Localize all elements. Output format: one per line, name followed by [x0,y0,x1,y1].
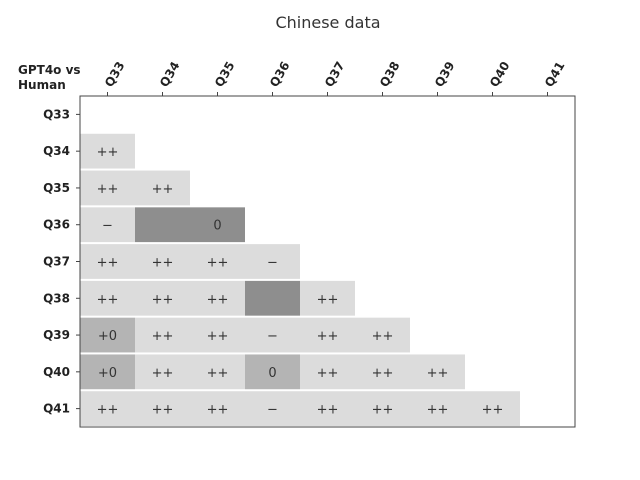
cell-label: ++ [152,182,174,197]
cell-label: ++ [317,329,339,344]
heatmap-cell [80,354,135,390]
heatmap-cell [80,133,135,169]
y-tick-label: Q38 [43,291,70,305]
heatmap-cell [300,280,355,316]
x-tick-label: Q35 [212,59,238,89]
chart-title: Chinese data [275,13,380,32]
x-tick-label: Q40 [487,59,513,89]
heatmap-cell [190,317,245,353]
heatmap-cell [80,170,135,206]
cell-label: ++ [207,329,229,344]
x-tick-label: Q41 [542,59,568,89]
cell-label: ++ [372,403,394,418]
x-tick-label: Q37 [322,59,348,89]
cell-label: ++ [427,403,449,418]
heatmap-cell [135,354,190,390]
cell-label: ++ [97,145,119,160]
heatmap-cell [245,354,300,390]
cell-label: ++ [97,292,119,307]
cell-label: ++ [97,256,119,271]
x-tick-label: Q39 [432,59,458,89]
heatmap-cell [135,280,190,316]
cell-label: ++ [207,292,229,307]
heatmap-cell [410,354,465,390]
cell-label: ++ [372,366,394,381]
heatmap-cell [300,354,355,390]
heatmap-cell [300,317,355,353]
cell-label: ++ [152,366,174,381]
cell-label: +0 [98,366,117,381]
heatmap-cell [190,207,245,243]
heatmap-cell [80,391,135,426]
x-tick-label: Q33 [102,59,128,89]
heatmap-cell [355,391,410,426]
cell-label: ++ [152,292,174,307]
cell-label: 0 [213,219,221,234]
heatmap-cell [465,391,520,426]
heatmap-cell [355,317,410,353]
heatmap-cell [355,354,410,390]
cell-label: 0 [268,366,276,381]
cell-label: − [267,329,278,344]
heatmap-cell [135,391,190,426]
heatmap-cell [135,170,190,206]
cell-label: ++ [97,182,119,197]
cell-label: ++ [317,403,339,418]
x-tick-label: Q38 [377,59,403,89]
cell-label: ++ [152,403,174,418]
heatmap-cell [245,280,300,316]
corner-label-line-2: Human [18,78,66,92]
cell-label: − [267,256,278,271]
heatmap-cell [80,244,135,279]
heatmap-cell [190,244,245,279]
heatmap-cell [80,207,135,243]
heatmap-cell [190,280,245,316]
heatmap-cell [410,391,465,426]
x-tick-label: Q36 [267,59,293,89]
heatmap-cell [135,207,190,243]
y-tick-label: Q33 [43,107,70,121]
cell-label: ++ [152,256,174,271]
cells-layer: ++ ++ ++ − 0 ++ ++ ++ − ++ ++ ++ ++ +0 ++ ++ − ++ ++ +0 ++ ++… [80,133,520,426]
y-tick-label: Q40 [43,365,70,379]
cell-label: ++ [372,329,394,344]
plot-frame [79,95,576,428]
cell-label: ++ [97,403,119,418]
y-tick-label: Q35 [43,181,70,195]
cell-label: ++ [317,366,339,381]
cell-label: ++ [482,403,504,418]
heatmap-cell [80,317,135,353]
heatmap-cell [135,244,190,279]
heatmap-cell [190,354,245,390]
cell-label: ++ [317,292,339,307]
y-tick-label: Q41 [43,402,70,416]
cell-label: ++ [207,256,229,271]
cell-label: +0 [98,329,117,344]
cell-label: ++ [207,403,229,418]
cell-label: − [102,219,113,234]
heatmap-cell [245,391,300,426]
y-tick-label: Q37 [43,255,70,269]
cell-label: ++ [152,329,174,344]
heatmap-cell [245,317,300,353]
y-tick-label: Q34 [43,144,70,158]
y-tick-label: Q39 [43,328,70,342]
x-tick-label: Q34 [157,59,183,89]
cell-label: ++ [427,366,449,381]
heatmap-cell [80,280,135,316]
heatmap-cell [245,244,300,279]
corner-label-line-1: GPT4o vs [18,63,81,77]
cell-label: − [267,403,278,418]
cell-label: ++ [207,366,229,381]
y-tick-label: Q36 [43,218,70,232]
heatmap-cell [190,391,245,426]
heatmap-cell [135,317,190,353]
heatmap-cell [300,391,355,426]
